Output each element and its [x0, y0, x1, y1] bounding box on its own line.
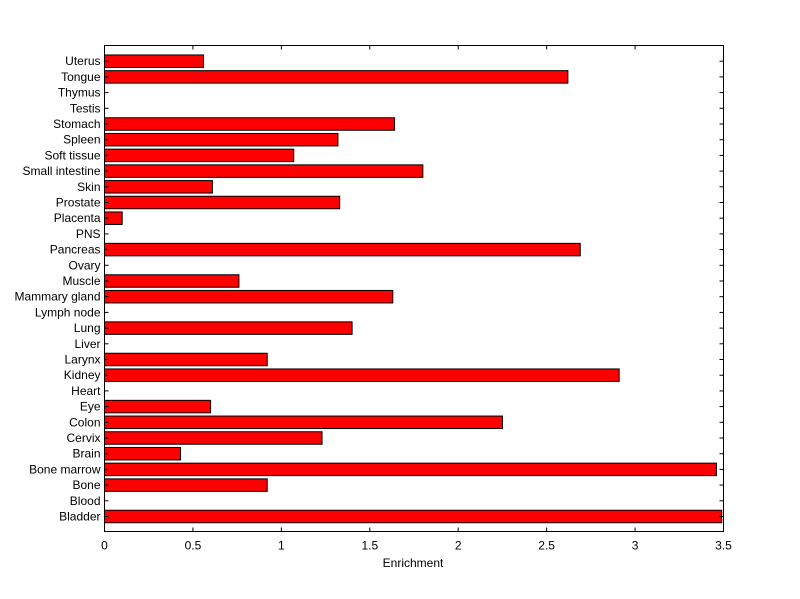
x-tick-label: 0 — [101, 539, 108, 553]
bar-small-intestine — [104, 164, 424, 178]
category-label: Pancreas — [50, 243, 101, 257]
bar-tongue — [104, 70, 569, 84]
bar-muscle — [104, 274, 240, 288]
bar-uterus — [104, 54, 205, 68]
category-label: Lymph node — [35, 305, 101, 319]
bar-bone — [104, 478, 268, 492]
x-tick-labels: 0 0.5 1 1.5 2 2.5 3 3.5 — [101, 539, 732, 553]
bar-larynx — [104, 352, 268, 367]
bar-eye — [104, 399, 212, 414]
category-label: Brain — [72, 447, 100, 461]
bar-lung — [104, 321, 353, 335]
bar-bladder — [104, 509, 723, 524]
category-label: Eye — [80, 400, 101, 414]
category-label: Uterus — [65, 54, 100, 68]
category-label: Placenta — [54, 211, 101, 225]
category-label: PNS — [76, 227, 101, 241]
category-label: Blood — [70, 494, 101, 508]
category-label: Ovary — [68, 258, 100, 272]
bar-bone-marrow — [104, 462, 717, 477]
x-tick-label: 1.5 — [361, 539, 378, 553]
category-label: Cervix — [66, 431, 100, 445]
bar-prostate — [104, 195, 341, 210]
category-label: Liver — [74, 337, 100, 351]
bar-brain — [104, 446, 182, 461]
x-axis-label: Enrichment — [383, 556, 444, 570]
category-label: Stomach — [53, 117, 100, 131]
category-label: Mammary gland — [14, 290, 100, 304]
category-label: Larynx — [64, 353, 100, 367]
bar-stomach — [104, 117, 396, 131]
bars-group — [104, 54, 723, 524]
bar-colon — [104, 415, 503, 430]
bar-kidney — [104, 368, 620, 382]
category-label: Soft tissue — [44, 148, 100, 162]
category-label: Prostate — [56, 196, 101, 210]
category-label: Muscle — [62, 274, 100, 288]
x-tick-label: 2.5 — [538, 539, 555, 553]
category-label: Tongue — [61, 70, 101, 84]
category-label: Bladder — [59, 510, 100, 524]
bar-soft-tissue — [104, 148, 295, 163]
bar-cervix — [104, 431, 323, 445]
bar-skin — [104, 180, 213, 194]
category-label: Bone — [72, 478, 100, 492]
category-label: Bone marrow — [29, 462, 101, 476]
x-tick-label: 3.5 — [715, 539, 732, 553]
x-tick-label: 0.5 — [185, 539, 202, 553]
x-tick-label: 1 — [278, 539, 285, 553]
plot-frame — [104, 45, 724, 532]
category-label: Heart — [71, 384, 101, 398]
category-label: Skin — [77, 180, 100, 194]
category-label: Thymus — [58, 86, 101, 100]
category-label: Small intestine — [22, 164, 100, 178]
x-tick-label: 2 — [455, 539, 462, 553]
category-label: Lung — [74, 321, 101, 335]
category-label: Spleen — [63, 133, 100, 147]
category-label: Colon — [69, 415, 100, 429]
category-label: Testis — [70, 101, 101, 115]
bar-mammary-gland — [104, 289, 394, 304]
bar-spleen — [104, 132, 339, 147]
ticks-group — [104, 45, 724, 532]
category-label: Kidney — [64, 368, 101, 382]
x-tick-label: 3 — [632, 539, 639, 553]
bar-pancreas — [104, 242, 581, 257]
